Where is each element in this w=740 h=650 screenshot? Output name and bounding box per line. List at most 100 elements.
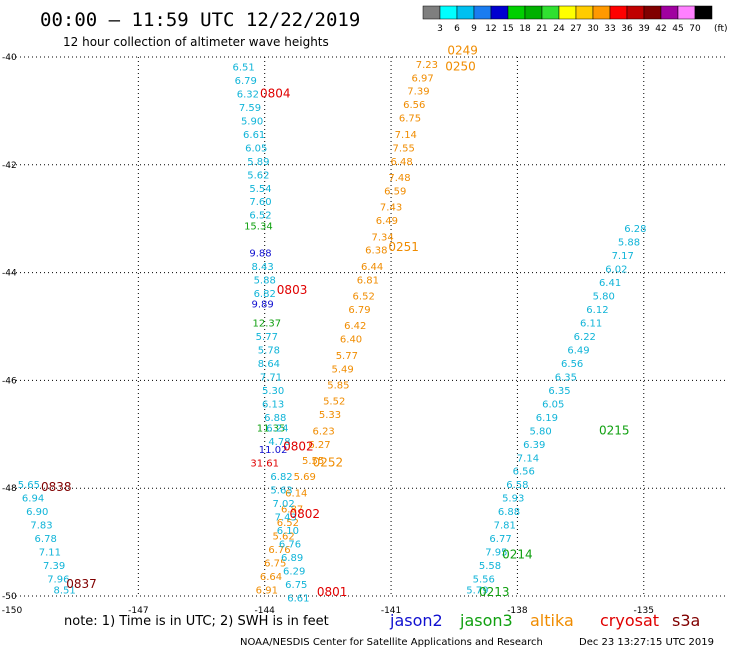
wave-height-value: 6.14	[285, 488, 307, 499]
wave-height-value: 9.89	[251, 300, 273, 311]
wave-height-value: 6.78	[35, 534, 57, 545]
wave-height-value: 6.89	[281, 553, 303, 564]
wave-height-value: 6.97	[412, 73, 434, 84]
x-tick-label: -138	[507, 606, 528, 616]
x-tick-label: -147	[128, 606, 148, 616]
pass-label: 0251	[388, 240, 419, 254]
color-scale-label: 39	[638, 24, 650, 34]
wave-height-value: 5.85	[327, 380, 349, 391]
wave-height-value: 7.81	[494, 521, 516, 532]
wave-height-value: 6.11	[580, 319, 602, 330]
color-scale-swatch	[473, 5, 492, 20]
wave-height-value: 5.62	[247, 170, 269, 181]
wave-height-value: 6.41	[599, 278, 621, 289]
wave-height-value: 7.43	[275, 513, 297, 524]
wave-height-value: 7.60	[249, 197, 271, 208]
wave-height-value: 6.22	[574, 332, 596, 343]
wave-height-value: 5.77	[256, 332, 278, 343]
wave-height-value: 7.02	[273, 499, 295, 510]
pass-label: 0802	[283, 439, 314, 453]
wave-height-value: 6.05	[245, 143, 267, 154]
wave-height-value: 11.35	[257, 424, 286, 435]
wave-height-value: 6.27	[308, 440, 330, 451]
color-scale-label: 33	[604, 24, 615, 34]
footer-timestamp: Dec 23 13:27:15 UTC 2019	[579, 637, 714, 648]
wave-height-value: 5.63	[270, 486, 292, 497]
y-tick-label: -40	[2, 53, 17, 63]
color-scale-swatch	[524, 5, 543, 20]
wave-height-value: 6.76	[268, 545, 290, 556]
wave-height-value: 6.49	[567, 345, 589, 356]
color-scale-label: 70	[689, 24, 701, 34]
color-scale-swatch	[626, 5, 645, 20]
wave-height-value: 5.30	[262, 386, 284, 397]
wave-height-value: 7.95	[485, 548, 507, 559]
color-scale-swatch	[643, 5, 662, 20]
wave-height-value: 5.79	[466, 585, 488, 596]
wave-height-value: 6.13	[262, 399, 284, 410]
wave-height-value: 6.35	[555, 372, 577, 383]
wave-height-value: 5.80	[593, 292, 615, 303]
wave-height-value: 5.56	[473, 575, 495, 586]
wave-height-value: 6.76	[279, 539, 301, 550]
color-scale-label: 18	[519, 24, 531, 34]
wave-height-value: 5.69	[294, 472, 316, 483]
pass-label: 0214	[502, 547, 533, 561]
wave-height-value: 6.42	[344, 321, 366, 332]
wave-height-value: 5.90	[241, 116, 263, 127]
satellite-legend-altika: altika	[530, 611, 574, 630]
satellite-legend-cryosat: cryosat	[600, 611, 659, 630]
axis-tick-labels: -150 -147 -144 -141 -138 -135 -40 -42 -44 -46 -48 -…	[2, 53, 654, 616]
wave-height-value: 6.56	[561, 359, 583, 370]
color-scale-unit: (ft)	[714, 24, 728, 34]
wave-height-value: 5.89	[247, 157, 269, 168]
color-scale-swatch	[592, 5, 611, 20]
color-scale-swatch	[677, 5, 696, 20]
x-tick-label: -135	[634, 606, 654, 616]
wave-height-value: 6.82	[254, 289, 276, 300]
wave-height-value: 6.88	[264, 413, 286, 424]
wave-height-value: 6.02	[605, 265, 627, 276]
wave-height-value: 6.35	[548, 386, 570, 397]
grid-lines	[12, 56, 728, 597]
wave-height-value: 5.88	[618, 238, 640, 249]
wave-height-value: 6.82	[270, 472, 292, 483]
wave-height-value: 5.80	[529, 426, 551, 437]
wave-height-value: 6.81	[357, 275, 379, 286]
wave-height-value: 5.54	[249, 184, 271, 195]
wave-height-value: 6.48	[390, 157, 412, 168]
color-scale-label: 24	[553, 24, 565, 34]
wave-height-value: 6.88	[498, 507, 520, 518]
wave-height-value: 8.43	[251, 262, 273, 273]
satellite-legend-s3a: s3a	[672, 611, 700, 630]
chart-title: 00:00 – 11:59 UTC 12/22/2019	[40, 9, 360, 31]
pass-label: 0213	[479, 585, 510, 599]
color-scale-swatch	[660, 5, 679, 20]
color-scale-label: 12	[485, 24, 496, 34]
satellite-legend-jason3: jason3	[459, 611, 513, 630]
wave-height-value: 6.90	[26, 507, 48, 518]
y-tick-label: -48	[2, 484, 17, 494]
pass-label: 0250	[445, 59, 476, 73]
chart-subtitle: 12 hour collection of altimeter wave hei…	[63, 35, 329, 49]
wave-height-value: 6.52	[353, 292, 375, 303]
wave-height-value: 7.34	[372, 232, 394, 243]
color-scale-swatch	[439, 5, 458, 20]
footnote: note: 1) Time is in UTC; 2) SWH is in fe…	[64, 614, 329, 629]
wave-height-value: 6.75	[285, 580, 307, 591]
wave-height-value: 6.32	[237, 89, 259, 100]
wave-height-value: 7.39	[43, 561, 65, 572]
x-tick-label: -144	[254, 606, 275, 616]
wave-height-value: 7.83	[30, 521, 52, 532]
wave-height-value: 6.39	[523, 440, 545, 451]
color-scale-label: 9	[471, 24, 477, 34]
pass-label: 0804	[260, 86, 291, 100]
wave-height-value: 7.96	[47, 575, 69, 586]
wave-height-value: 6.56	[513, 467, 535, 478]
wave-height-value: 7.55	[393, 143, 415, 154]
wave-height-value: 5.58	[479, 561, 501, 572]
wave-height-value: 6.91	[256, 585, 278, 596]
color-scale-label: 3	[437, 24, 443, 34]
pass-label: 0838	[41, 480, 72, 494]
